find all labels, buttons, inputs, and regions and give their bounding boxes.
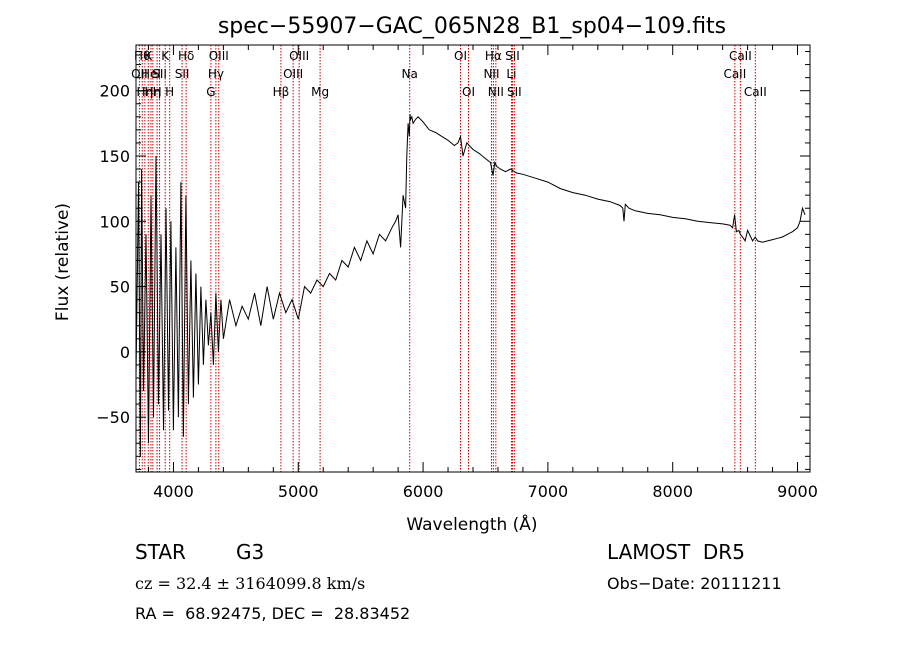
line-label-24: NII [488,85,504,99]
line-label-6: H [153,85,162,99]
line-label-16: OIII [283,67,303,81]
x-axis-label: Wavelength (Å) [406,513,537,535]
object-subclass: G3 [236,540,265,564]
line-label-12: G [206,85,215,99]
line-label-14: OIII [209,49,229,63]
x-tick-label-5: 9000 [777,482,818,501]
line-label-26: SII [505,49,520,63]
line-label-15: Hβ [273,85,290,99]
redshift-velocity: cz = 32.4 ± 3164099.8 km/s [135,574,366,593]
line-label-22: NII [483,67,499,81]
line-label-10: SII [175,67,190,81]
y-tick-label-2: 50 [110,278,130,297]
line-label-4: HeI [141,67,161,81]
x-axis-ticks: 4000 5000 6000 7000 8000 9000 [147,45,818,501]
line-label-0: OII [131,67,148,81]
line-label-27: SII [507,85,522,99]
x-tick-label-0: 4000 [153,482,194,501]
survey-name: LAMOST DR5 [607,540,745,564]
y-axis-ticks: −50 0 50 100 150 200 [96,51,810,470]
line-label-9: H [165,85,174,99]
object-class: STAR [135,540,186,564]
line-label-23: Hα [485,49,502,63]
line-label-30: CaII [744,85,767,99]
line-label-17: OIII [289,49,309,63]
line-label-1: Hθ [134,49,150,63]
line-label-18: Mg [311,85,329,99]
line-label-8: K [161,49,170,63]
y-tick-label-1: 0 [120,343,130,362]
x-tick-label-2: 6000 [403,482,444,501]
observation-date: Obs−Date: 20111211 [607,574,782,593]
line-label-21: OI [462,85,475,99]
x-tick-label-3: 7000 [528,482,569,501]
chart-title: spec−55907−GAC_065N28_B1_sp04−109.fits [218,14,726,39]
spectrum-line [135,114,806,457]
line-label-2: Hη [137,85,154,99]
y-axis-label: Flux (relative) [53,203,73,321]
y-tick-label-4: 150 [99,147,130,166]
line-label-19: Na [402,67,418,81]
line-label-13: Hγ [208,67,224,81]
line-label-28: CaII [723,67,746,81]
spectral-line-labels: OIIHθHηKHeIHηHSIIKHSIIHδGHγOIIIHβOIIIOII… [131,49,767,99]
line-label-25: Li [506,67,516,81]
line-label-7: SII [152,67,167,81]
line-label-3: K [144,49,153,63]
x-tick-label-4: 8000 [652,482,693,501]
line-label-29: CaII [729,49,752,63]
x-tick-label-1: 5000 [278,482,319,501]
y-tick-label-5: 200 [99,82,130,101]
y-tick-label-0: −50 [96,408,130,427]
line-label-20: OI [454,49,467,63]
coordinates: RA = 68.92475, DEC = 28.83452 [135,604,411,623]
y-tick-label-3: 100 [99,212,130,231]
plot-frame [135,44,811,473]
line-label-5: Hη [145,85,162,99]
spectral-line-markers [138,45,756,472]
line-label-11: Hδ [178,49,194,63]
